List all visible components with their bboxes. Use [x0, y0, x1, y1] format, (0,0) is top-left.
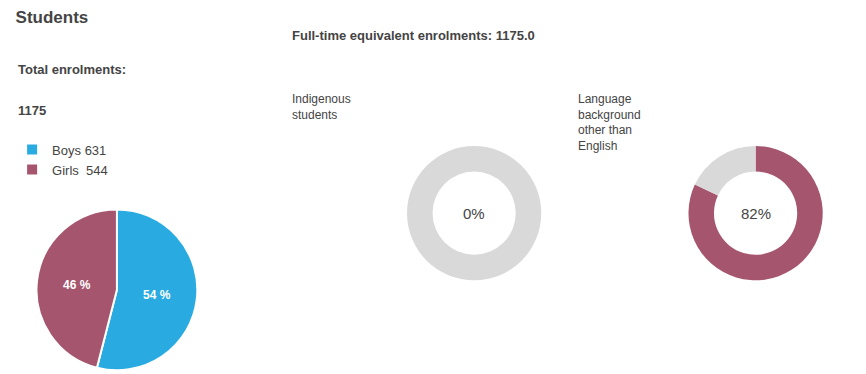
svg-text:1175: 1175 [18, 103, 46, 118]
svg-text:46 %: 46 % [63, 278, 91, 292]
svg-text:82%: 82% [741, 205, 771, 222]
svg-text:Boys 631: Boys 631 [52, 143, 106, 158]
svg-text:Full-time equivalent enrolment: Full-time equivalent enrolments: 1175.0 [292, 28, 535, 43]
svg-text:0%: 0% [463, 205, 485, 222]
svg-text:54 %: 54 % [143, 288, 171, 302]
svg-text:Indigenousstudents: Indigenousstudents [292, 92, 351, 122]
svg-text:Students: Students [16, 8, 89, 27]
svg-text:Languagebackgroundother thanEn: Languagebackgroundother thanEnglish [578, 92, 641, 153]
svg-text:Girls 544: Girls 544 [52, 163, 108, 178]
svg-text:Total enrolments:: Total enrolments: [18, 62, 126, 77]
